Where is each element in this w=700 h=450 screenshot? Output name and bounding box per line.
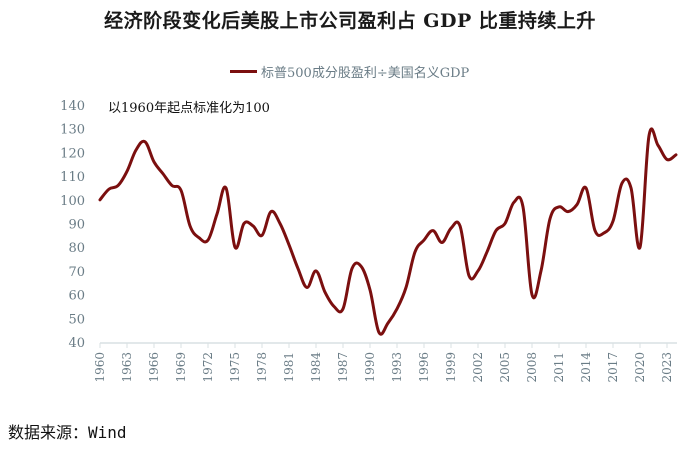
x-tick-label: 1960: [93, 352, 107, 383]
y-tick-label: 80: [68, 241, 85, 256]
y-tick-label: 40: [68, 336, 85, 351]
y-tick-label: 70: [68, 265, 85, 280]
chart-title: 经济阶段变化后美股上市公司盈利占 GDP 比重持续上升: [104, 10, 596, 32]
legend: 标普500成分股盈利÷美国名义GDP: [230, 62, 469, 81]
x-tick-label: 2008: [525, 352, 539, 383]
x-tick-label: 1996: [417, 352, 431, 383]
x-tick-label: 2011: [552, 352, 566, 383]
series-line: [98, 127, 678, 336]
x-tick-label: 1990: [363, 352, 377, 383]
x-tick-label: 2014: [579, 352, 593, 383]
y-tick-label: 130: [60, 123, 85, 138]
y-tick-label: 120: [60, 146, 85, 161]
x-tick-label: 1963: [120, 352, 134, 383]
x-tick-label: 1972: [201, 352, 215, 383]
x-tick-label: 2023: [660, 352, 674, 383]
data-source: 数据来源：Wind: [8, 423, 127, 442]
y-tick-label: 90: [68, 218, 85, 233]
series-layer: [98, 127, 678, 336]
x-tick-label: 1981: [282, 352, 296, 383]
x-tick-label: 2002: [471, 352, 485, 383]
y-tick-label: 140: [60, 99, 85, 114]
x-tick-label: 1975: [228, 352, 242, 383]
y-tick-label: 110: [60, 170, 85, 185]
x-tick-label: 1969: [174, 352, 188, 383]
x-tick-label: 1999: [444, 352, 458, 383]
x-tick-label: 1984: [309, 352, 323, 383]
chart-annotation: 以1960年起点标准化为100: [108, 101, 270, 116]
x-tick-label: 1966: [147, 352, 161, 383]
x-axis: 1960 1963 1966 1969 1972 1975 1978 1981 1984 1987…: [93, 342, 677, 383]
y-axis: 40 50 60 70 80 90 100 110 120 130 140: [60, 99, 85, 351]
x-tick-label: 1993: [390, 352, 404, 383]
x-tick-label: 1987: [336, 352, 350, 383]
x-tick-label: 2005: [498, 352, 512, 383]
y-tick-label: 100: [60, 194, 85, 209]
legend-label: 标普500成分股盈利÷美国名义GDP: [261, 66, 470, 81]
legend-swatch: [230, 70, 257, 73]
y-tick-label: 60: [68, 289, 85, 304]
x-tick-label: 2020: [633, 352, 647, 383]
x-tick-label: 2017: [606, 352, 620, 383]
x-tick-label: 1978: [255, 352, 269, 383]
y-tick-label: 50: [68, 312, 85, 327]
